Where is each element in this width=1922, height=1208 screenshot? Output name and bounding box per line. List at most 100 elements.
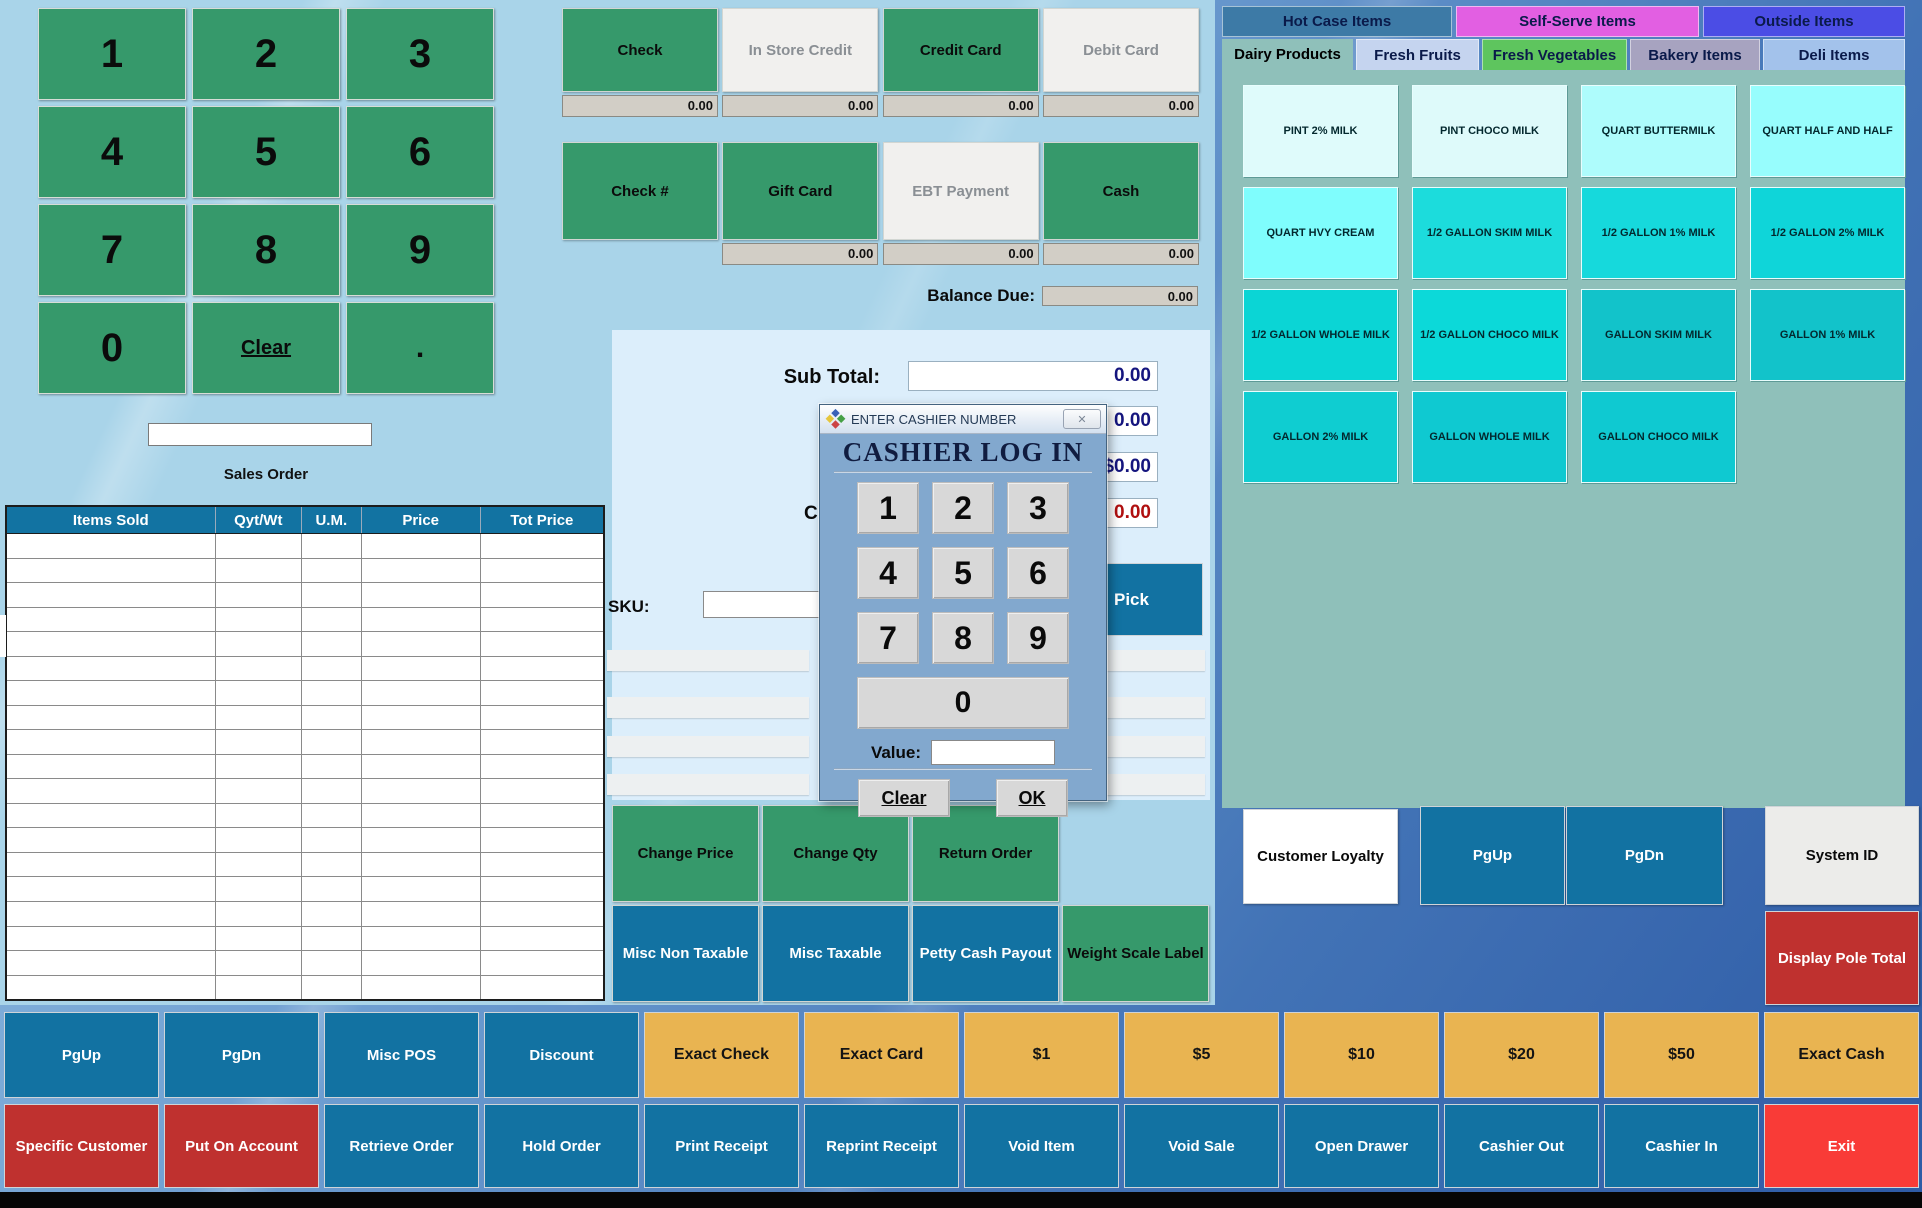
change-qty-button[interactable]: Change Qty [762,805,909,902]
dialog-ok-button[interactable]: OK [996,779,1068,817]
debit-card-button[interactable]: Debit Card [1042,8,1199,92]
customer-loyalty-button[interactable]: Customer Loyalty [1243,809,1398,904]
exact-cash-button[interactable]: Exact Cash [1764,1012,1919,1098]
exit-button[interactable]: Exit [1764,1104,1919,1188]
system-id-button[interactable]: System ID [1765,806,1919,905]
product-pgup-button[interactable]: PgUp [1420,806,1565,905]
10-button[interactable]: $10 [1284,1012,1439,1098]
reprint-receipt-button[interactable]: Reprint Receipt [804,1104,959,1188]
product-gallon-whole-milk[interactable]: GALLON WHOLE MILK [1412,391,1567,483]
misc-pos-button[interactable]: Misc POS [324,1012,479,1098]
numpad-key-7[interactable]: 7 [38,204,186,296]
cashier-out-button[interactable]: Cashier Out [1444,1104,1599,1188]
numpad-key-2[interactable]: 2 [192,8,340,100]
product-gallon-skim-milk[interactable]: GALLON SKIM MILK [1581,289,1736,381]
specific-customer-button[interactable]: Specific Customer [4,1104,159,1188]
dialog-key-4[interactable]: 4 [857,547,919,599]
exact-check-button[interactable]: Exact Check [644,1012,799,1098]
dialog-key-0[interactable]: 0 [857,677,1069,729]
tab-hot-case-items[interactable]: Hot Case Items [1222,6,1452,37]
tab-self-serve-items[interactable]: Self-Serve Items [1456,6,1699,37]
misc-non-taxable-button[interactable]: Misc Non Taxable [612,905,759,1002]
change-price-button[interactable]: Change Price [612,805,759,902]
numpad-key-clear[interactable]: Clear [192,302,340,394]
app-pinwheel-icon [825,408,846,429]
display-pole-total-button[interactable]: Display Pole Total [1765,911,1919,1005]
retrieve-order-button[interactable]: Retrieve Order [324,1104,479,1188]
hold-order-button[interactable]: Hold Order [484,1104,639,1188]
dialog-titlebar[interactable]: ENTER CASHIER NUMBER ✕ [820,405,1106,434]
product-quart-half-and-half[interactable]: QUART HALF AND HALF [1750,85,1905,177]
tab-outside-items[interactable]: Outside Items [1703,6,1905,37]
50-button[interactable]: $50 [1604,1012,1759,1098]
bottom-button-row-1: PgUp PgDn Misc POS Discount Exact Check Exact… [4,1012,1919,1098]
check-button[interactable]: Check # [562,142,718,240]
gift-card-button[interactable]: Gift Card [722,142,879,240]
ebt-payment-button[interactable]: EBT Payment [882,142,1039,240]
product-pint-choco-milk[interactable]: PINT CHOCO MILK [1412,85,1567,177]
product-gallon-2-milk[interactable]: GALLON 2% MILK [1243,391,1398,483]
product-1-2-gallon-2-milk[interactable]: 1/2 GALLON 2% MILK [1750,187,1905,279]
numpad-key-3[interactable]: 3 [346,8,494,100]
tab-deli-items[interactable]: Deli Items [1763,39,1905,70]
numpad-key-6[interactable]: 6 [346,106,494,198]
order-table-row [7,534,603,559]
void-sale-button[interactable]: Void Sale [1124,1104,1279,1188]
numpad-key-1[interactable]: 1 [38,8,186,100]
pgdn-button[interactable]: PgDn [164,1012,319,1098]
product-gallon-1-milk[interactable]: GALLON 1% MILK [1750,289,1905,381]
product-1-2-gallon-whole-milk[interactable]: 1/2 GALLON WHOLE MILK [1243,289,1398,381]
product-pgdn-button[interactable]: PgDn [1566,806,1723,905]
1-button[interactable]: $1 [964,1012,1119,1098]
tab-bakery-items[interactable]: Bakery Items [1630,39,1760,70]
numpad-key-9[interactable]: 9 [346,204,494,296]
dialog-key-7[interactable]: 7 [857,612,919,664]
product-gallon-choco-milk[interactable]: GALLON CHOCO MILK [1581,391,1736,483]
20-button[interactable]: $20 [1444,1012,1599,1098]
tab-fresh-vegetables[interactable]: Fresh Vegetables [1482,39,1627,70]
dialog-value-input[interactable] [931,740,1056,765]
product-pint-2-milk[interactable]: PINT 2% MILK [1243,85,1398,177]
dialog-key-6[interactable]: 6 [1007,547,1069,599]
dialog-key-1[interactable]: 1 [857,482,919,534]
return-order-button[interactable]: Return Order [912,805,1059,902]
petty-cash-payout-button[interactable]: Petty Cash Payout [912,905,1059,1002]
put-on-account-button[interactable]: Put On Account [164,1104,319,1188]
credit-card-button[interactable]: Credit Card [882,8,1039,92]
print-receipt-button[interactable]: Print Receipt [644,1104,799,1188]
numpad-key-4[interactable]: 4 [38,106,186,198]
dialog-key-9[interactable]: 9 [1007,612,1069,664]
dialog-key-5[interactable]: 5 [932,547,994,599]
cash-button[interactable]: Cash [1042,142,1199,240]
product-1-2-gallon-skim-milk[interactable]: 1/2 GALLON SKIM MILK [1412,187,1567,279]
numpad-key-0[interactable]: 0 [38,302,186,394]
dialog-clear-button[interactable]: Clear [858,779,950,817]
numpad-key-5[interactable]: 5 [192,106,340,198]
discount-button[interactable]: Discount [484,1012,639,1098]
product-quart-hvy-cream[interactable]: QUART HVY CREAM [1243,187,1398,279]
numpad-entry-input[interactable] [148,423,372,446]
pick-button[interactable]: Pick [1103,563,1203,636]
numpad-key-dot[interactable]: . [346,302,494,394]
numpad-key-8[interactable]: 8 [192,204,340,296]
open-drawer-button[interactable]: Open Drawer [1284,1104,1439,1188]
weight-scale-label-button[interactable]: Weight Scale Label [1062,905,1209,1002]
in-store-credit-button[interactable]: In Store Credit [722,8,879,92]
check-button[interactable]: Check [562,8,718,92]
product-quart-buttermilk[interactable]: QUART BUTTERMILK [1581,85,1736,177]
dialog-key-2[interactable]: 2 [932,482,994,534]
dialog-key-8[interactable]: 8 [932,612,994,664]
close-icon[interactable]: ✕ [1063,409,1101,429]
tab-dairy-products[interactable]: Dairy Products [1222,39,1353,70]
cashier-in-button[interactable]: Cashier In [1604,1104,1759,1188]
product-1-2-gallon-1-milk[interactable]: 1/2 GALLON 1% MILK [1581,187,1736,279]
tab-fresh-fruits[interactable]: Fresh Fruits [1356,39,1479,70]
sku-input[interactable] [703,591,821,618]
pgup-button[interactable]: PgUp [4,1012,159,1098]
void-item-button[interactable]: Void Item [964,1104,1119,1188]
5-button[interactable]: $5 [1124,1012,1279,1098]
product-1-2-gallon-choco-milk[interactable]: 1/2 GALLON CHOCO MILK [1412,289,1567,381]
exact-card-button[interactable]: Exact Card [804,1012,959,1098]
misc-taxable-button[interactable]: Misc Taxable [762,905,909,1002]
dialog-key-3[interactable]: 3 [1007,482,1069,534]
